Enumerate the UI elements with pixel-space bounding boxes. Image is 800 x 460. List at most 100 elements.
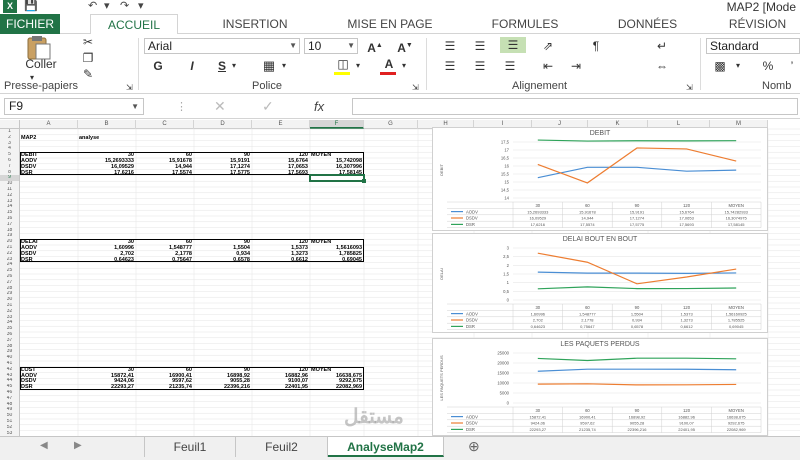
table-cell[interactable]: 2,702 <box>120 250 134 257</box>
wrap-text-icon[interactable]: ↵ <box>656 39 668 53</box>
row-header[interactable]: 39 <box>0 349 20 356</box>
row-header[interactable]: 50 <box>0 413 20 419</box>
chart-1[interactable]: DEBIT DEBIT 17,5 17 16,5 16 15,5 15 14,5 14 30 60 90… <box>432 127 768 231</box>
series-line-aodv[interactable] <box>537 166 737 179</box>
table-cell[interactable]: 9424,06 <box>114 378 134 385</box>
table-cell[interactable]: DSR <box>21 384 33 391</box>
table-cell[interactable]: 15,9191 <box>230 158 250 164</box>
row-header[interactable]: 53 <box>0 430 20 436</box>
row-header[interactable]: 19 <box>0 233 20 240</box>
table-cell[interactable]: 1,60996 <box>114 245 134 251</box>
add-sheet-icon[interactable]: ⊕ <box>468 438 480 454</box>
undo-icon[interactable]: ↶ <box>88 0 98 12</box>
cancel-icon[interactable]: ✕ <box>214 98 226 114</box>
table-cell[interactable]: 0,6578 <box>233 256 250 263</box>
table-cell[interactable]: 16882,96 <box>285 372 308 379</box>
table-header-cell[interactable]: MOYEN <box>311 152 332 159</box>
table-cell[interactable]: DSDV <box>21 163 37 170</box>
row-header[interactable]: 16 <box>0 216 20 222</box>
underline-button[interactable]: S <box>217 59 226 73</box>
select-all-corner[interactable] <box>0 120 20 129</box>
number-format-select[interactable]: Standard <box>706 38 800 54</box>
increase-indent-icon[interactable]: ⇥ <box>570 59 582 73</box>
row-header[interactable]: 35 <box>0 326 20 332</box>
table-header-cell[interactable]: 120 <box>298 366 308 373</box>
row-header[interactable]: 33 <box>0 314 20 321</box>
table-cell[interactable]: 9100,07 <box>288 378 308 385</box>
column-header-a[interactable]: A <box>20 120 78 129</box>
series-line-aodv[interactable] <box>537 271 737 274</box>
fill-color-dropdown-icon[interactable]: ▾ <box>356 61 361 70</box>
table-cell[interactable]: DSDV <box>21 378 37 385</box>
table-cell[interactable]: 0,69045 <box>342 256 362 263</box>
row-header[interactable]: 7 <box>0 163 20 170</box>
row-header[interactable]: 8 <box>0 169 20 176</box>
table-header-cell[interactable]: DEBIT <box>21 152 38 159</box>
table-header-cell[interactable]: DELAI <box>21 239 38 246</box>
quick-access-dropdown-icon[interactable]: ▾ <box>138 0 144 12</box>
bold-button[interactable]: G <box>153 59 163 73</box>
font-name-select[interactable]: Arial ▼ <box>144 38 300 54</box>
font-color-dropdown-icon[interactable]: ▾ <box>402 61 407 70</box>
name-box[interactable]: F9 ▼ <box>4 98 144 115</box>
row-header[interactable]: 5 <box>0 152 20 158</box>
row-header[interactable]: 24 <box>0 262 20 269</box>
alignment-launcher-icon[interactable]: ⇲ <box>686 83 693 92</box>
table-cell[interactable]: 17,5574 <box>172 169 192 176</box>
table-cell[interactable]: 17,0653 <box>288 163 308 170</box>
table-header-cell[interactable]: 60 <box>185 239 192 246</box>
row-header[interactable]: 37 <box>0 337 20 344</box>
align-left-icon[interactable]: ☰ <box>444 59 456 73</box>
scroll-right-icon[interactable]: ▶ <box>74 440 82 451</box>
table-cell[interactable]: 15,742098 <box>336 158 362 164</box>
clipboard-launcher-icon[interactable]: ⇲ <box>126 83 133 92</box>
borders-dropdown-icon[interactable]: ▾ <box>282 61 287 70</box>
table-cell[interactable]: 22396,216 <box>224 384 250 391</box>
row-header[interactable]: 14 <box>0 204 20 211</box>
font-color-icon[interactable]: A <box>380 56 398 75</box>
table-header-cell[interactable]: 90 <box>243 366 250 373</box>
currency-icon[interactable]: ▩ <box>714 59 726 73</box>
table-cell[interactable]: 22082,969 <box>336 384 362 391</box>
table-cell[interactable]: 17,1274 <box>230 163 250 170</box>
format-painter-icon[interactable]: ✎ <box>82 67 94 81</box>
table-cell[interactable]: 16,307996 <box>336 163 362 170</box>
row-header[interactable]: 13 <box>0 198 20 205</box>
row-header[interactable]: 49 <box>0 407 20 414</box>
underline-dropdown-icon[interactable]: ▾ <box>232 61 237 70</box>
increase-font-icon[interactable]: A▲ <box>367 41 383 55</box>
sheet-tab-feuil1[interactable]: Feuil1 <box>144 437 236 457</box>
table-header-cell[interactable]: 120 <box>298 239 308 246</box>
font-launcher-icon[interactable]: ⇲ <box>412 83 419 92</box>
tab-insertion[interactable]: INSERTION <box>222 17 288 31</box>
scroll-left-icon[interactable]: ◀ <box>40 440 48 451</box>
fill-handle[interactable] <box>362 179 366 184</box>
table-cell[interactable]: 22401,95 <box>285 384 308 391</box>
row-header[interactable]: 38 <box>0 343 20 350</box>
row-header[interactable]: 34 <box>0 320 20 327</box>
table-cell[interactable]: 9055,28 <box>230 378 250 385</box>
paste-button[interactable]: Coller <box>25 57 57 71</box>
insert-function-button[interactable]: fx <box>314 99 325 114</box>
row-header[interactable]: 28 <box>0 285 20 292</box>
table-cell[interactable]: 14,944 <box>175 163 192 170</box>
decrease-font-icon[interactable]: A▼ <box>397 41 413 55</box>
row-header[interactable]: 52 <box>0 424 20 431</box>
table-cell[interactable]: 22293,27 <box>111 384 134 391</box>
row-header[interactable]: 40 <box>0 355 20 361</box>
row-header[interactable]: 32 <box>0 308 20 315</box>
row-header[interactable]: 18 <box>0 227 20 234</box>
table-header-cell[interactable]: 30 <box>127 366 134 373</box>
series-line-dsr[interactable] <box>537 357 737 362</box>
table-cell[interactable]: 1,5504 <box>233 245 250 251</box>
table-cell[interactable]: 0,64623 <box>114 256 134 263</box>
row-header[interactable]: 43 <box>0 372 20 379</box>
table-cell[interactable]: AODV <box>21 158 37 164</box>
table-cell[interactable]: 2,1778 <box>175 250 192 257</box>
series-line-dsr[interactable] <box>537 286 737 290</box>
table-header-cell[interactable]: 90 <box>243 239 250 246</box>
row-header[interactable]: 25 <box>0 268 20 274</box>
row-header[interactable]: 9 <box>0 175 20 182</box>
table-cell[interactable]: AODV <box>21 245 37 251</box>
table-cell[interactable]: 9292,675 <box>339 378 362 385</box>
